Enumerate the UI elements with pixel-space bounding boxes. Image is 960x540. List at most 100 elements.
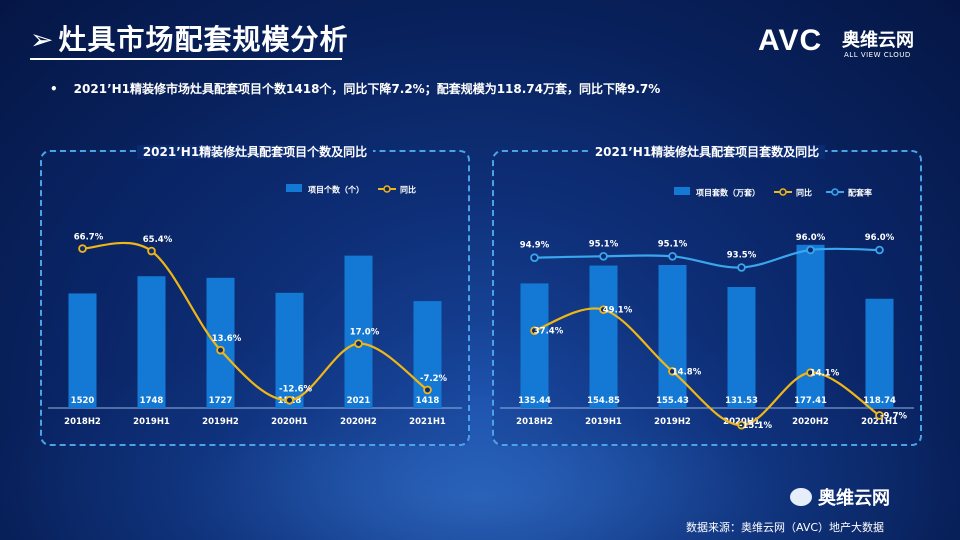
bar: [796, 244, 825, 408]
chart-title-text: 2021’H1精装修灶具配套项目套数及同比: [588, 145, 826, 159]
chart-project-count: 1520174817271528202114182018H22019H12019…: [48, 184, 462, 427]
x-tick-label: 2019H2: [202, 417, 239, 427]
bar-value-label: 1418: [416, 396, 440, 406]
bar: [206, 277, 235, 408]
data-point: [599, 252, 608, 261]
bar-value-label: 154.85: [587, 396, 620, 406]
legend-label: 项目个数（个）: [308, 185, 364, 195]
bar: [865, 298, 894, 408]
x-tick-label: 2019H1: [133, 417, 170, 427]
bar-value-label: 1748: [140, 396, 164, 406]
data-point: [668, 367, 677, 376]
bar-value-label: 118.74: [863, 396, 896, 406]
data-point: [530, 326, 539, 335]
bar: [137, 276, 166, 408]
legend-swatch-marker: [831, 188, 839, 196]
bar-value-label: 2021: [347, 396, 371, 406]
chart-title: 2021’H1精装修灶具配套项目套数及同比: [494, 143, 920, 160]
x-tick-label: 2020H2: [792, 417, 829, 427]
bar: [727, 286, 756, 408]
chart-unit-volume: 135.44 154.85 155.43 131.53 177.41 118.74 2018…: [500, 187, 914, 431]
data-label: 96.0%: [865, 233, 895, 243]
data-label: 14.8%: [672, 367, 702, 377]
data-point: [599, 305, 608, 314]
data-point: [147, 246, 156, 256]
x-tick-label: 2019H2: [654, 417, 691, 427]
x-tick-label: 2018H2: [516, 417, 553, 427]
series-line: [82, 241, 429, 402]
logo-chinese-name: 奥维云网: [842, 30, 914, 51]
wechat-icon: [790, 488, 812, 506]
x-tick-label: 2019H1: [585, 417, 622, 427]
chart-title: 2021’H1精装修灶具配套项目个数及同比: [42, 143, 468, 160]
avc-logo: AVC 奥维云网 ALL VIEW CLOUD: [758, 24, 948, 60]
logo-mark: AVC: [758, 24, 823, 57]
x-tick-label: 2020H2: [340, 417, 377, 427]
data-label: 66.7%: [74, 233, 104, 243]
data-point: [806, 245, 815, 255]
data-point: [875, 245, 884, 255]
data-point: [216, 345, 225, 355]
data-label: 96.0%: [796, 233, 826, 243]
wechat-label: 奥维云网: [818, 488, 890, 509]
bullet-dot-icon: •: [50, 82, 58, 96]
data-point: [668, 252, 677, 261]
summary-bullet: • 2021’H1精装修市场灶具配套项目个数1418个，同比下降7.2%；配套规模…: [50, 80, 660, 97]
data-label: -12.6%: [279, 384, 312, 394]
page-title: ➢ 灶具市场配套规模分析: [30, 18, 348, 58]
page-title-text: 灶具市场配套规模分析: [58, 23, 349, 56]
data-point: [875, 411, 884, 420]
legend-swatch-marker: [779, 188, 787, 196]
data-point: [285, 395, 294, 405]
x-tick-label: 2021H1: [409, 417, 446, 427]
summary-text: 2021’H1精装修市场灶具配套项目个数1418个，同比下降7.2%；配套规模为…: [73, 82, 661, 96]
legend-label: 项目套数（万套）: [696, 188, 760, 198]
legend-swatch-marker: [383, 185, 391, 193]
data-label: 65.4%: [143, 235, 173, 245]
bar-value-label: 155.43: [656, 396, 689, 406]
data-source-note: 数据来源：奥维云网（AVC）地产大数据: [686, 521, 885, 534]
bar: [658, 265, 687, 408]
data-label: -7.2%: [420, 374, 448, 384]
bar: [520, 283, 549, 408]
data-label: 37.4%: [534, 327, 564, 337]
data-point: [737, 263, 746, 272]
data-label: -9.7%: [880, 411, 908, 421]
x-tick-label: 2021H1: [861, 417, 898, 427]
legend-label: 同比: [400, 185, 416, 195]
data-label: 14.1%: [810, 369, 840, 379]
bar-value-label: 135.44: [518, 396, 551, 406]
title-underline: [30, 58, 342, 60]
chart-panel-unit-volume: 2021’H1精装修灶具配套项目套数及同比 135.44 154.85 155.43…: [492, 145, 922, 446]
data-label: 95.1%: [589, 239, 619, 249]
bar: [275, 292, 304, 408]
x-tick-label: 2018H2: [64, 417, 101, 427]
data-label: 13.6%: [212, 334, 242, 344]
data-point: [78, 244, 87, 253]
bar-value-label: 1727: [209, 396, 233, 406]
chart-panel-project-count: 2021’H1精装修灶具配套项目个数及同比 152017481727152820…: [40, 145, 470, 446]
legend-label: 同比: [796, 188, 812, 198]
series-line: [534, 247, 880, 269]
wechat-account: 奥维云网: [790, 484, 890, 510]
logo-english-name: ALL VIEW CLOUD: [844, 51, 911, 59]
legend-label: 配套率: [848, 188, 872, 198]
data-point: [806, 368, 815, 377]
bar: [68, 293, 97, 408]
bar-value-label: 131.53: [725, 396, 758, 406]
bar-value-label: 1520: [71, 396, 95, 406]
data-label: 49.1%: [603, 306, 633, 316]
data-point: [530, 253, 539, 262]
data-point: [354, 339, 363, 348]
legend-swatch-bar: [674, 187, 690, 195]
data-label: -15.1%: [739, 421, 772, 431]
chart-title-text: 2021’H1精装修灶具配套项目个数及同比: [136, 145, 374, 159]
data-label: 93.5%: [727, 251, 757, 261]
arrow-icon: ➢: [30, 23, 55, 56]
data-label: 94.9%: [520, 241, 550, 251]
data-label: 95.1%: [658, 239, 688, 249]
data-point: [737, 420, 746, 430]
data-label: 17.0%: [350, 328, 380, 338]
bar-value-label: 177.41: [794, 396, 827, 406]
legend-swatch-bar: [286, 184, 302, 192]
